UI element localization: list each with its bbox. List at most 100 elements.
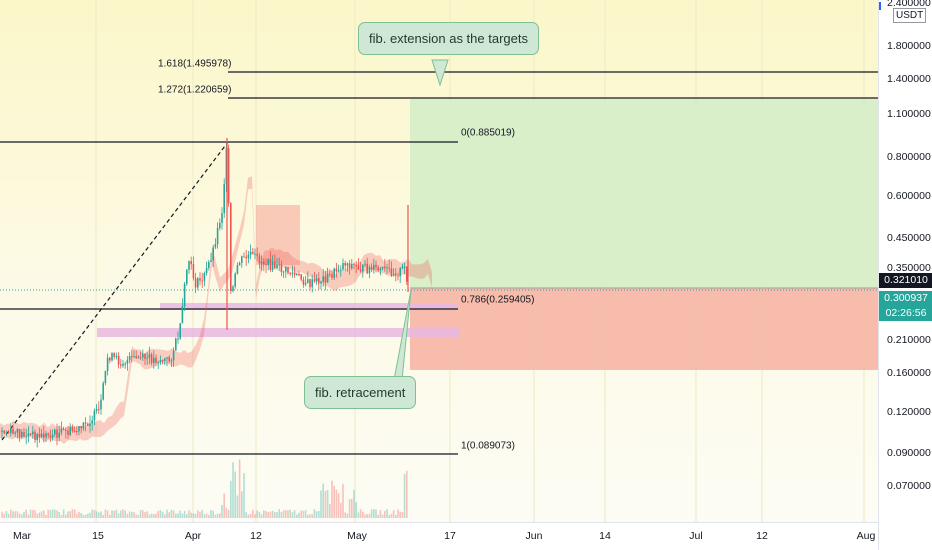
- candle-body: [282, 271, 285, 273]
- volume-bar: [269, 511, 272, 518]
- volume-bar: [161, 511, 164, 518]
- candle-body: [142, 353, 144, 358]
- volume-bar: [313, 509, 316, 518]
- volume-bar: [395, 514, 397, 518]
- candle-body: [247, 254, 250, 259]
- volume-bar: [142, 510, 144, 518]
- candle-body: [69, 426, 71, 435]
- volume-bar: [65, 514, 67, 518]
- volume-bar: [271, 510, 274, 518]
- stop-zone: [410, 288, 878, 370]
- candle-body: [359, 269, 362, 272]
- candle-body: [289, 272, 291, 274]
- candle-body: [177, 338, 179, 340]
- targets-callout-pointer: [431, 59, 449, 87]
- volume-bar: [245, 512, 247, 518]
- candle-body: [230, 203, 232, 292]
- volume-bar: [155, 513, 157, 518]
- candle-body: [238, 262, 241, 266]
- candle-body: [32, 431, 34, 435]
- volume-bar: [373, 509, 375, 518]
- volume-bar: [122, 509, 124, 518]
- candle-body: [293, 272, 296, 275]
- volume-bar: [71, 509, 74, 518]
- candle-body: [315, 278, 318, 282]
- volume-bar: [320, 490, 322, 518]
- volume-bar: [133, 512, 135, 518]
- price-scale-marker[interactable]: [879, 2, 881, 10]
- candle-body: [219, 222, 221, 229]
- volume-bar: [243, 473, 245, 518]
- volume-bar: [267, 512, 269, 518]
- volume-bar: [104, 509, 107, 518]
- candle-body: [135, 356, 137, 359]
- volume-bar: [326, 489, 329, 518]
- volume-bar: [340, 502, 342, 518]
- volume-bar: [69, 511, 71, 518]
- price-axis[interactable]: 2.400000 USDT 1.800000 1.400000 1.100000…: [878, 0, 932, 550]
- volume-bar: [252, 509, 254, 518]
- candle-body: [392, 273, 395, 277]
- volume-bar: [227, 509, 230, 518]
- volume-bar: [329, 503, 331, 518]
- fib-label-1: 1(0.089073): [461, 440, 515, 452]
- candle-body: [370, 267, 373, 270]
- volume-bar: [49, 510, 52, 518]
- candle-body: [183, 283, 186, 307]
- time-tick: 12: [756, 530, 768, 542]
- volume-bar: [406, 470, 408, 518]
- volume-bar: [144, 512, 146, 518]
- candle-body: [199, 278, 201, 281]
- candle-body: [122, 363, 124, 366]
- volume-bar: [357, 512, 360, 518]
- candle-body: [311, 279, 313, 288]
- candle-body: [98, 409, 100, 411]
- candle-body: [168, 357, 170, 362]
- retracement-callout[interactable]: fib. retracement: [304, 376, 417, 409]
- fib-label-1618: 1.618(1.495978): [158, 58, 232, 70]
- targets-callout[interactable]: fib. extension as the targets: [358, 22, 539, 55]
- candle-body: [390, 268, 393, 277]
- volume-bar: [205, 513, 208, 518]
- candle-body: [254, 253, 256, 255]
- time-tick: 15: [92, 530, 104, 542]
- candle-body: [344, 263, 346, 266]
- candle-body: [126, 359, 129, 364]
- candle-body: [181, 306, 184, 324]
- candle-body: [260, 261, 263, 264]
- volume-bar: [98, 512, 100, 518]
- volume-bar: [346, 513, 349, 518]
- time-axis[interactable]: Mar 15 Apr 12 May 17 Jun 14 Jul 12 Aug: [0, 522, 878, 550]
- volume-bar: [201, 510, 203, 518]
- candle-body: [216, 228, 219, 245]
- candle-body: [395, 273, 397, 276]
- volume-bar: [38, 512, 41, 518]
- volume-bar: [188, 510, 190, 518]
- volume-bar: [388, 514, 390, 518]
- volume-bar: [280, 512, 283, 518]
- candle-body: [3, 430, 5, 434]
- volume-bar: [258, 512, 261, 518]
- currency-label[interactable]: USDT: [893, 8, 927, 23]
- volume-bar: [67, 511, 69, 518]
- cloud-spike: [256, 205, 300, 265]
- candle-body: [375, 264, 377, 268]
- ichimoku-cloud: [0, 176, 432, 444]
- volume-bar: [210, 510, 212, 518]
- volume-bar: [192, 513, 195, 518]
- candle-body: [232, 286, 234, 292]
- volume-bar: [190, 512, 192, 518]
- candle-body: [12, 428, 14, 434]
- candle-body: [27, 433, 30, 436]
- chart-plot-area[interactable]: [0, 0, 878, 522]
- volume-bar: [95, 511, 98, 518]
- candle-body: [296, 274, 298, 276]
- volume-bar: [221, 505, 223, 518]
- candle-body: [179, 323, 181, 339]
- price-tick-top: 2.400000: [887, 0, 931, 9]
- volume-bar: [36, 513, 38, 518]
- volume-bar: [93, 509, 96, 518]
- price-tick: 1.800000: [887, 40, 931, 52]
- candle-body: [120, 364, 122, 366]
